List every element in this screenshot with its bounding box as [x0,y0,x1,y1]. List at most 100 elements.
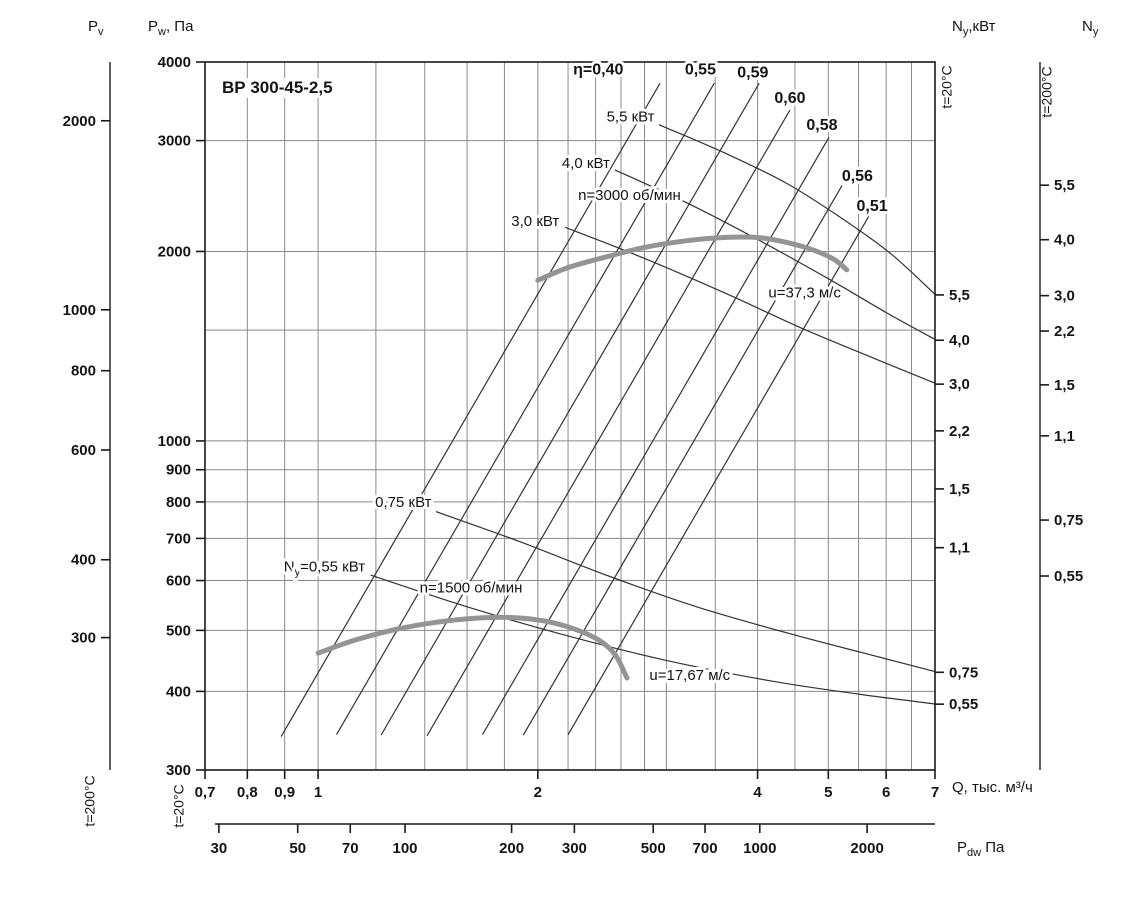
efficiency-line [426,109,791,737]
ny200-tick-label: 3,0 [1054,288,1075,305]
efficiency-label: η=0,40 [573,62,623,79]
efficiency-label: 0,58 [806,117,837,134]
tip-speed-label-n1500: u=17,67 м/с [649,667,730,684]
pw-tick-label: 400 [166,683,191,700]
axis-title-pw-sub: w [158,26,166,38]
temp-label-right-inner: t=20°C [938,65,955,109]
q-tick-label: 7 [931,784,939,801]
pv-tick-label: 800 [71,363,96,380]
q-tick-label: 0,8 [237,784,258,801]
pv-tick-label: 2000 [63,113,96,130]
pdw-tick-label: 700 [693,840,718,857]
pw-tick-label: 2000 [158,243,191,260]
ny200-tick-label: 5,5 [1054,177,1075,194]
pdw-tick-label: 1000 [743,840,776,857]
q-tick-label: 2 [534,784,542,801]
power-curve [370,574,936,705]
pw-tick-label: 600 [166,573,191,590]
axis-title-pw-main: P [148,18,159,35]
pdw-tick-label: 50 [289,840,306,857]
axis-title-q-rest: , тыс. м³/ч [963,779,1033,796]
ny200-tick-label: 1,5 [1054,377,1075,394]
pw-tick-label: 300 [166,762,191,779]
pdw-tick-label: 70 [342,840,359,857]
efficiency-line [380,82,760,736]
pdw-tick-label: 30 [211,840,228,857]
q-tick-label: 0,7 [195,784,216,801]
pdw-tick-label: 200 [499,840,524,857]
pw-tick-label: 500 [166,622,191,639]
ny200-tick-label: 0,75 [1054,512,1083,529]
axis-title-pw: Pw, Па [148,18,193,38]
ny20-tick-label: 2,2 [949,423,970,440]
efficiency-line [336,82,715,735]
axis-title-ny20-main: N [952,18,963,35]
axis-title-ny200-main: N [1082,18,1093,35]
pv-tick-label: 600 [71,442,96,459]
speed-label-n1500: n=1500 об/мин [420,580,523,597]
ny20-tick-label: 3,0 [949,376,970,393]
power-curve [658,124,936,295]
temp-label-left-inner: t=20°C [170,784,187,828]
axis-title-pv-main: P [88,18,99,35]
ny20-tick-label: 4,0 [949,332,970,349]
axis-title-q: Q, тыс. м³/ч [952,779,1033,799]
efficiency-line [567,215,870,736]
q-tick-label: 0,9 [274,784,295,801]
axis-title-pv-sub: v [98,26,104,38]
power-label: 3,0 кВт [511,213,559,230]
power-label: Ny=0,55 кВт [284,559,366,579]
efficiency-label: 0,60 [774,90,805,107]
fan-curve-n1500 [315,614,630,681]
power-label: 0,75 кВт [375,494,431,511]
pdw-tick-label: 500 [641,840,666,857]
speed-label-n3000: n=3000 об/мин [578,187,681,204]
efficiency-line [280,83,661,737]
ny200-tick-label: 2,2 [1054,323,1075,340]
pw-tick-label: 800 [166,494,191,511]
power-label: 5,5 кВт [607,108,655,125]
power-label: 4,0 кВт [562,155,610,172]
pv-tick-label: 300 [71,630,96,647]
axis-title-ny20: Ny,кВт [952,18,995,38]
pdw-tick-label: 300 [562,840,587,857]
axis-title-ny20-rest: ,кВт [968,18,996,35]
efficiency-label: 0,59 [737,64,768,81]
fan-curve-n3000 [535,234,850,283]
axis-title-pdw-main: P [957,839,968,856]
ny200-tick-label: 1,1 [1054,428,1075,445]
pw-tick-label: 3000 [158,133,191,150]
q-tick-label: 5 [824,784,832,801]
axis-title-pv: Pv [88,18,104,38]
pdw-tick-label: 2000 [850,840,883,857]
efficiency-label: 0,55 [685,62,716,79]
pdw-tick-label: 100 [393,840,418,857]
ny200-tick-label: 0,55 [1054,568,1083,585]
axis-title-pdw-rest: Па [981,839,1005,856]
plot-border [204,61,936,771]
q-tick-label: 4 [753,784,762,801]
ny200-tick-label: 4,0 [1054,232,1075,249]
power-curve [564,226,936,384]
pw-tick-label: 1000 [158,433,191,450]
axis-title-pw-rest: , Па [165,18,194,35]
ny20-tick-label: 1,1 [949,540,970,557]
pw-tick-label: 700 [166,530,191,547]
q-tick-label: 6 [882,784,890,801]
axis-title-ny200-sub: y [1092,26,1099,38]
pv-tick-label: 400 [71,552,96,569]
ny20-tick-label: 0,55 [949,696,978,713]
axis-title-ny20-sub: y [962,26,969,38]
axis-title-pdw-sub: dw [967,847,982,859]
efficiency-label: 0,56 [842,168,873,185]
axis-title-ny200: Ny [1082,18,1098,38]
temp-label-right-outer: t=200°C [1038,66,1055,118]
power-curve [614,169,936,340]
tip-speed-label-n3000: u=37,3 м/с [768,284,841,301]
axis-title-pdw: Pdw Па [957,839,1004,859]
axis-title-q-main: Q [952,779,964,796]
pw-tick-label: 4000 [158,54,191,71]
efficiency-label: 0,51 [857,198,888,215]
ny20-tick-label: 1,5 [949,481,970,498]
